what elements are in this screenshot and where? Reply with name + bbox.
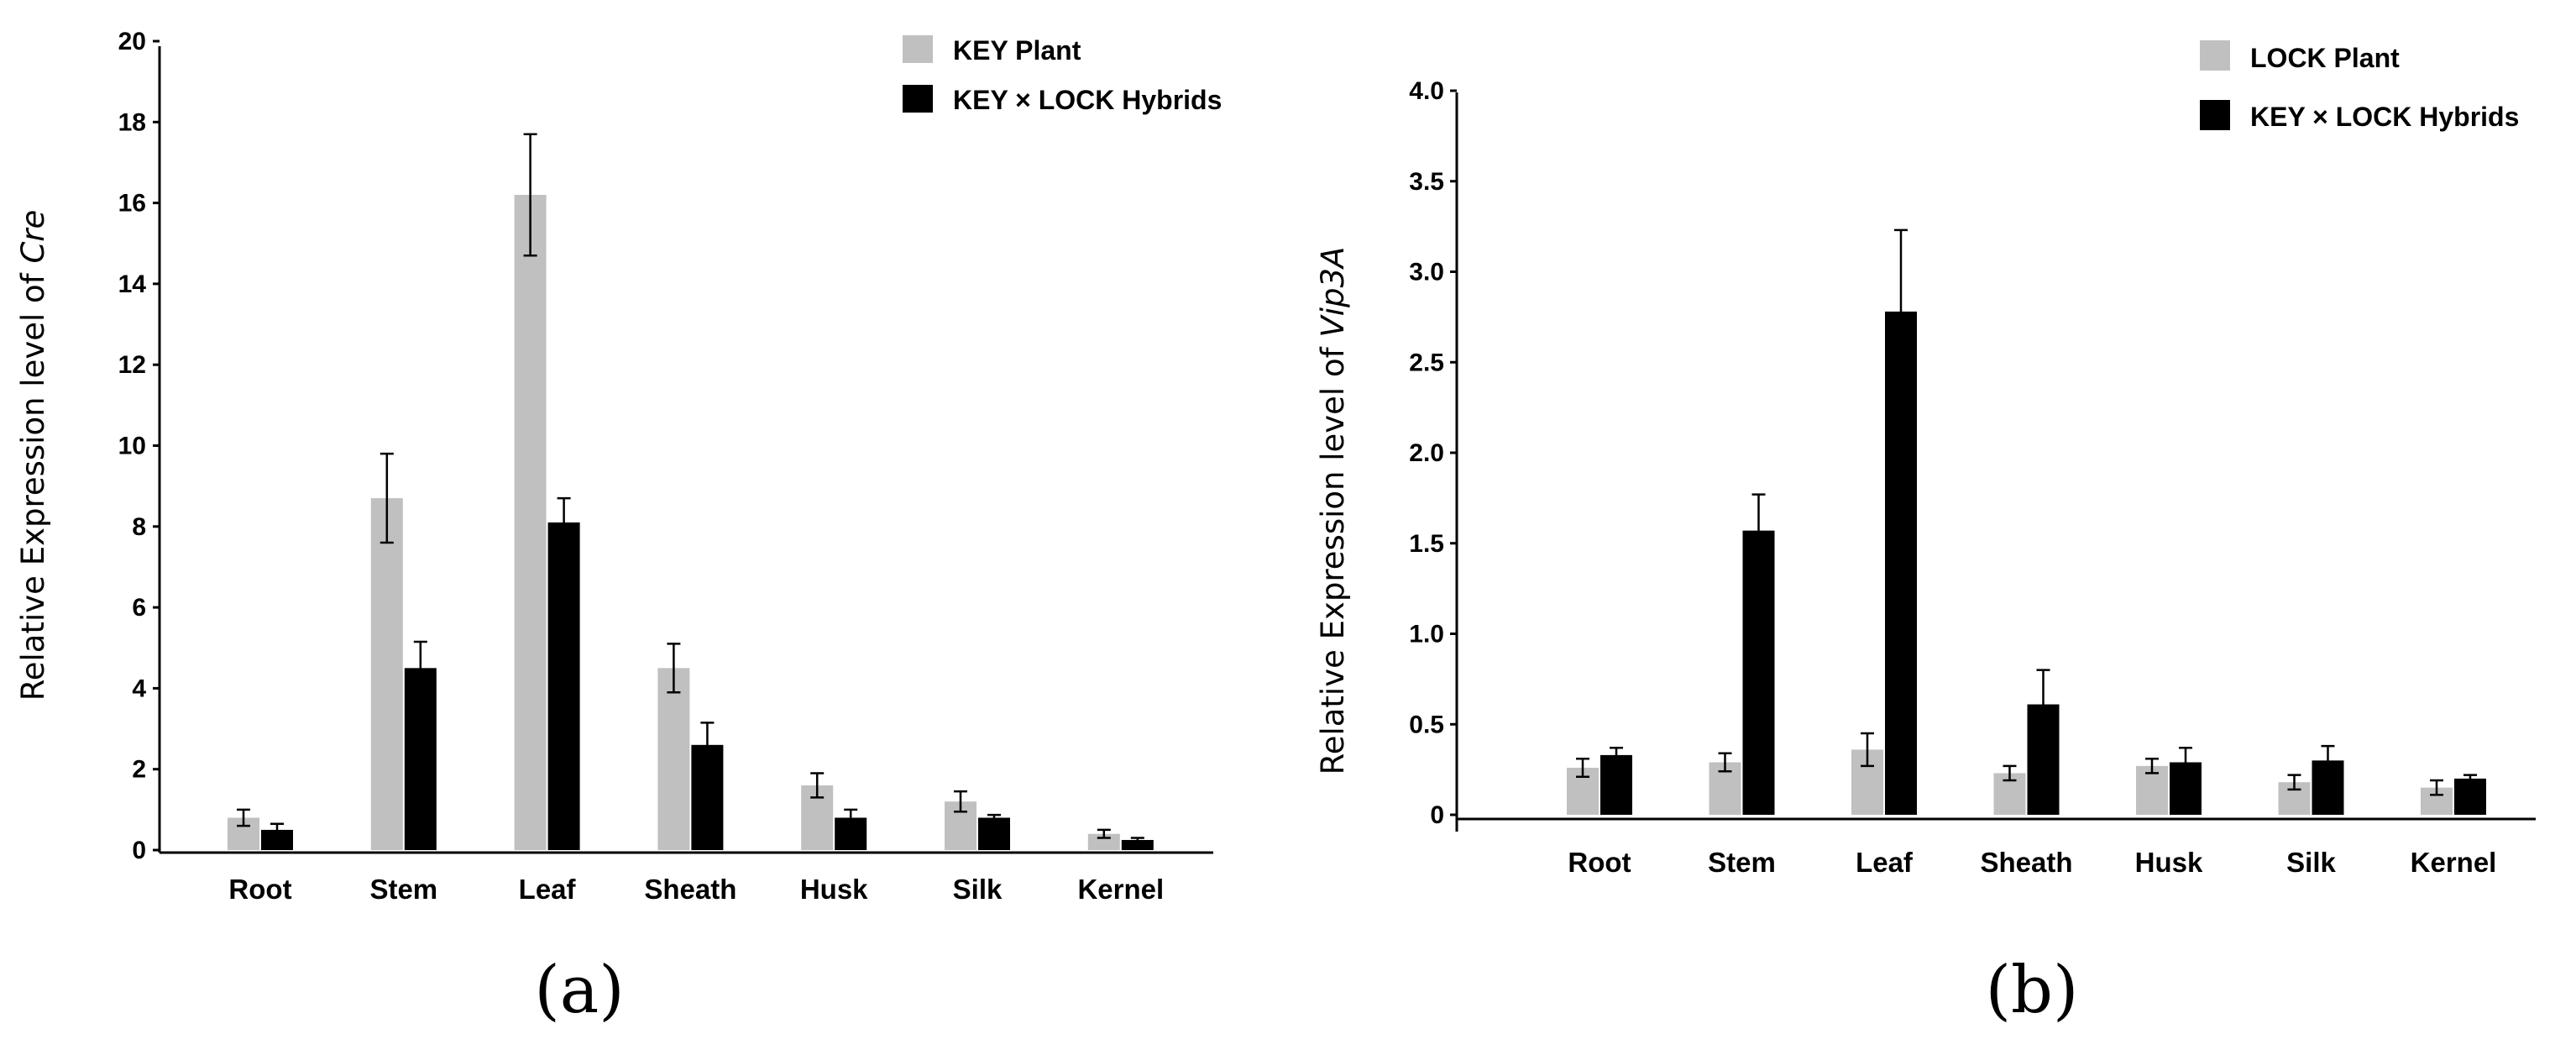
chart-a-error-bar-2 xyxy=(844,808,858,827)
chart-b-error-bar-1 xyxy=(1861,732,1874,768)
chart-b-bar-2 xyxy=(1600,754,1632,815)
chart-b-error-bar-1 xyxy=(1718,752,1732,773)
chart-b-error-bar-2 xyxy=(2463,774,2477,784)
chart-b-error-bar-2 xyxy=(1610,747,1623,764)
chart-b-error-bar-2 xyxy=(2321,744,2335,776)
chart-a-error-bar-1 xyxy=(810,772,825,799)
chart-b-category-label: Leaf xyxy=(1856,847,1914,878)
chart-b-error-bar-2 xyxy=(2179,747,2192,778)
chart-b-category-label: Sheath xyxy=(1980,847,2072,878)
chart-a-y-tick-label: 4 xyxy=(132,675,146,702)
chart-a-y-tick-label: 20 xyxy=(118,28,146,55)
chart-a-legend: KEY Plant KEY × LOCK Hybrids xyxy=(903,35,1222,115)
chart-b-category-label: Husk xyxy=(2135,847,2203,878)
chart-a-bar-2 xyxy=(1121,839,1154,850)
chart-b-y-tick-label: 3.5 xyxy=(1409,168,1444,196)
chart-a-error-bar-2 xyxy=(987,813,1001,822)
chart-a-error-bar-1 xyxy=(523,133,537,257)
chart-a: 0 2 4 6 8 10 12 14 16 18 20 Root Stem Leaf Sheath Husk… xyxy=(15,28,1222,1028)
chart-a-category-label: Silk xyxy=(953,874,1003,905)
chart-a-category-label: Kernel xyxy=(1077,874,1164,905)
chart-a-legend-label-2: KEY × LOCK Hybrids xyxy=(953,85,1222,115)
chart-a-y-tick-label: 18 xyxy=(118,108,146,136)
chart-b-legend-label-1: LOCK Plant xyxy=(2250,43,2400,73)
chart-a-y-tick-label: 8 xyxy=(132,513,146,541)
chart-b-error-bar-2 xyxy=(1751,493,1766,569)
chart-a-bar-1 xyxy=(657,668,690,850)
chart-b-bar-2 xyxy=(1885,311,1917,815)
chart-b-error-bar-1 xyxy=(2430,779,2443,796)
chart-b-y-tick-label: 1.0 xyxy=(1409,621,1444,648)
chart-a-y-tick-label: 0 xyxy=(132,837,146,864)
chart-a-bar-2 xyxy=(978,817,1010,850)
chart-a-error-bar-1 xyxy=(380,452,394,544)
chart-a-category-label: Leaf xyxy=(519,874,577,905)
chart-b-y-axis-label-prefix: Relative Expression level of xyxy=(1315,338,1351,775)
chart-a-error-bar-2 xyxy=(557,496,571,549)
chart-a-legend-swatch-2 xyxy=(903,85,933,113)
chart-a-y-tick-label: 12 xyxy=(118,351,146,379)
chart-b-error-bar-2 xyxy=(1894,228,1908,395)
chart-b-y-tick-label: 2.0 xyxy=(1409,439,1444,467)
chart-a-error-bar-1 xyxy=(667,643,681,694)
chart-a-y-axis-label: Relative Expression level of Cre xyxy=(15,210,51,701)
chart-a-y-tick-label: 6 xyxy=(132,594,146,622)
chart-a-y-axis-label-prefix: Relative Expression level of xyxy=(15,264,51,701)
chart-a-y-tick-label: 10 xyxy=(118,433,146,460)
chart-b-legend-swatch-1 xyxy=(2200,40,2230,71)
chart-a-category-label: Sheath xyxy=(644,874,736,905)
chart-a-bar-1 xyxy=(1087,833,1120,850)
chart-b-legend-label-2: KEY × LOCK Hybrids xyxy=(2250,102,2519,132)
chart-b-y-axis-label: Relative Expression level of Vip3A xyxy=(1315,247,1351,775)
chart-b-category-label: Stem xyxy=(1708,847,1776,878)
chart-a-category-label: Stem xyxy=(369,874,437,905)
chart-a-error-bar-2 xyxy=(700,722,715,769)
chart-b-y-tick-label: 1.5 xyxy=(1409,530,1444,558)
chart-a-category-label: Husk xyxy=(800,874,868,905)
chart-a-error-bar-2 xyxy=(270,822,284,837)
chart-b-error-bar-1 xyxy=(2145,757,2159,774)
chart-b-error-bar-2 xyxy=(2036,669,2050,740)
chart-b-error-bar-1 xyxy=(2003,764,2017,782)
chart-a-bar-2 xyxy=(547,522,580,850)
chart-b-category-label: Root xyxy=(1568,847,1631,878)
chart-b-y-tick-label: 4.0 xyxy=(1409,77,1444,105)
chart-a-error-bar-1 xyxy=(237,808,250,827)
chart-b-bar-2 xyxy=(1742,530,1775,815)
chart-b-panel-label: (b) xyxy=(1986,953,2079,1028)
chart-a-bar-2 xyxy=(404,668,437,850)
chart-a-error-bar-2 xyxy=(413,640,427,696)
chart-a-error-bar-2 xyxy=(1130,837,1144,843)
chart-a-y-tick-label: 14 xyxy=(118,270,147,298)
chart-b-y-tick-label: 0 xyxy=(1430,801,1444,829)
chart-b-category-label: Kernel xyxy=(2411,847,2497,878)
chart-a-y-axis-label-gene: Cre xyxy=(15,210,51,264)
chart-a-category-label: Root xyxy=(228,874,291,905)
chart-b: 0 0.5 1.0 1.5 2.0 2.5 3.0 3.5 4.0 Root Stem Leaf Sh… xyxy=(1315,40,2536,1028)
chart-a-legend-swatch-1 xyxy=(903,35,933,63)
chart-b-y-tick-label: 3.0 xyxy=(1409,259,1444,286)
chart-a-legend-label-1: KEY Plant xyxy=(953,35,1081,66)
chart-a-panel-label: (a) xyxy=(534,953,624,1028)
chart-a-error-bar-1 xyxy=(954,790,967,813)
chart-b-category-label: Silk xyxy=(2286,847,2336,878)
chart-b-y-tick-label: 2.5 xyxy=(1409,349,1444,376)
chart-b-legend-swatch-2 xyxy=(2200,100,2230,130)
chart-b-y-tick-label: 0.5 xyxy=(1409,711,1444,738)
chart-b-error-bar-1 xyxy=(1576,757,1589,778)
chart-a-error-bar-1 xyxy=(1097,828,1111,839)
chart-b-legend: LOCK Plant KEY × LOCK Hybrids xyxy=(2200,40,2519,132)
chart-b-y-axis-label-gene: Vip3A xyxy=(1315,247,1351,338)
chart-b-bar-2 xyxy=(2454,778,2486,815)
chart-b-error-bar-1 xyxy=(2287,774,2301,791)
chart-a-bar-1 xyxy=(514,194,547,851)
chart-a-bar-1 xyxy=(370,498,403,850)
chart-a-y-tick-label: 2 xyxy=(132,756,146,784)
chart-a-y-tick-label: 16 xyxy=(118,190,146,218)
